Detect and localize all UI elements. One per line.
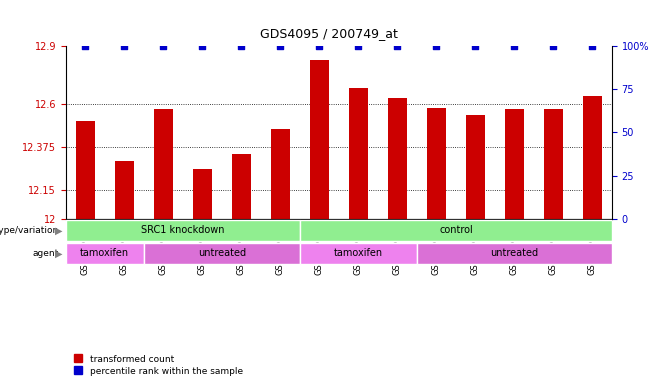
- Point: [158, 43, 168, 49]
- Text: tamoxifen: tamoxifen: [80, 248, 130, 258]
- Point: [509, 43, 520, 49]
- Legend: transformed count, percentile rank within the sample: transformed count, percentile rank withi…: [70, 351, 247, 379]
- Bar: [583, 96, 602, 219]
- Point: [548, 43, 559, 49]
- FancyBboxPatch shape: [144, 243, 300, 264]
- Text: ▶: ▶: [55, 248, 63, 258]
- Bar: [153, 109, 173, 219]
- Text: tamoxifen: tamoxifen: [334, 248, 383, 258]
- Point: [80, 43, 91, 49]
- Point: [197, 43, 208, 49]
- FancyBboxPatch shape: [300, 243, 417, 264]
- Bar: [76, 121, 95, 219]
- FancyBboxPatch shape: [300, 220, 612, 241]
- Bar: [388, 98, 407, 219]
- Bar: [505, 109, 524, 219]
- FancyBboxPatch shape: [417, 243, 612, 264]
- FancyBboxPatch shape: [66, 243, 144, 264]
- Text: ▶: ▶: [55, 225, 63, 235]
- Bar: [270, 129, 290, 219]
- Text: genotype/variation: genotype/variation: [0, 226, 59, 235]
- Point: [314, 43, 324, 49]
- Point: [236, 43, 247, 49]
- Point: [470, 43, 480, 49]
- Text: agent: agent: [33, 249, 59, 258]
- Bar: [426, 108, 446, 219]
- Bar: [466, 115, 485, 219]
- Bar: [232, 154, 251, 219]
- Point: [431, 43, 442, 49]
- Point: [119, 43, 130, 49]
- Bar: [114, 161, 134, 219]
- Text: untreated: untreated: [198, 248, 246, 258]
- Text: control: control: [439, 225, 473, 235]
- Bar: [193, 169, 212, 219]
- Bar: [349, 88, 368, 219]
- Text: SRC1 knockdown: SRC1 knockdown: [141, 225, 224, 235]
- Bar: [310, 60, 329, 219]
- Point: [587, 43, 597, 49]
- Text: GDS4095 / 200749_at: GDS4095 / 200749_at: [260, 27, 398, 40]
- Bar: [544, 109, 563, 219]
- Text: untreated: untreated: [490, 248, 538, 258]
- Point: [353, 43, 364, 49]
- Point: [275, 43, 286, 49]
- FancyBboxPatch shape: [66, 220, 300, 241]
- Point: [392, 43, 403, 49]
